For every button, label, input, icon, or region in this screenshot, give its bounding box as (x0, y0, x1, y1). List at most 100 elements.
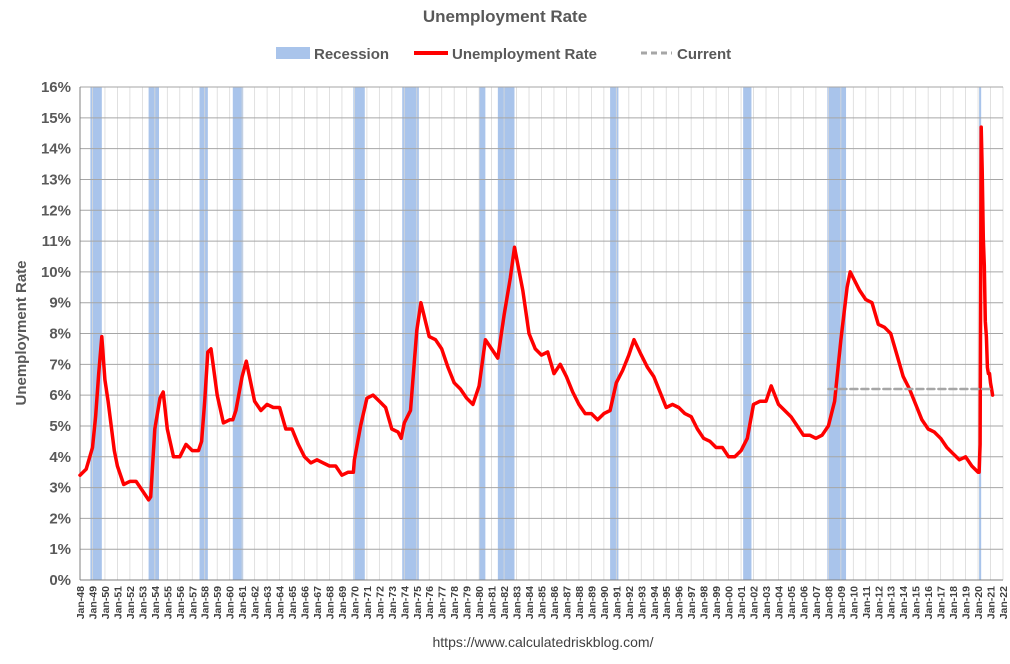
x-tick-label: Jan-86 (549, 586, 561, 619)
x-tick-label: Jan-85 (537, 586, 549, 619)
grid (79, 86, 1004, 581)
x-tick-label: Jan-21 (986, 586, 998, 619)
x-tick-label: Jan-20 (973, 586, 985, 619)
series (78, 125, 995, 502)
x-tick-label: Jan-94 (649, 586, 661, 619)
x-tick-label: Jan-72 (374, 586, 386, 619)
x-tick-label: Jan-14 (898, 586, 910, 619)
x-tick-label: Jan-76 (424, 586, 436, 619)
x-tick-label: Jan-52 (125, 586, 137, 619)
x-tick-label: Jan-09 (836, 586, 848, 619)
x-tick-label: Jan-10 (848, 586, 860, 619)
x-tick-label: Jan-13 (886, 586, 898, 619)
x-tick-label: Jan-54 (150, 586, 162, 619)
source-url: https://www.calculatedriskblog.com/ (433, 634, 654, 650)
x-tick-label: Jan-93 (636, 586, 648, 619)
x-tick-label: Jan-71 (362, 586, 374, 619)
x-tick-label: Jan-60 (225, 586, 237, 619)
x-tick-label: Jan-22 (998, 586, 1010, 619)
y-tick-label: 7% (49, 356, 71, 373)
y-tick-label: 15% (41, 110, 71, 127)
x-tick-label: Jan-68 (325, 586, 337, 619)
y-tick-labels: 0% 1% 2% 3% 4% 5% 6% 7% 8% 9% 10% 11% 12% 13% 14% 15% 16… (41, 79, 71, 589)
legend-swatch-recession (276, 47, 310, 59)
y-tick-label: 10% (41, 264, 71, 281)
x-tick-label: Jan-51 (112, 586, 124, 619)
x-tick-label: Jan-58 (200, 586, 212, 619)
legend-label-current: Current (677, 46, 731, 63)
x-tick-label: Jan-18 (948, 586, 960, 619)
x-tick-label: Jan-50 (100, 586, 112, 619)
x-tick-label: Jan-69 (337, 586, 349, 619)
y-tick-label: 13% (41, 171, 71, 188)
x-tick-label: Jan-00 (724, 586, 736, 619)
x-tick-label: Jan-81 (487, 586, 499, 619)
y-tick-label: 12% (41, 202, 71, 219)
legend-label-unemployment-rate: Unemployment Rate (452, 46, 597, 63)
y-axis-label: Unemployment Rate (13, 260, 30, 405)
y-tick-label: 1% (49, 541, 71, 558)
x-tick-label: Jan-89 (586, 586, 598, 619)
x-tick-label: Jan-01 (736, 586, 748, 619)
series-line-unemployment-rate (78, 125, 995, 502)
y-tick-label: 8% (49, 326, 71, 343)
x-tick-label: Jan-19 (961, 586, 973, 619)
x-tick-label: Jan-97 (686, 586, 698, 619)
x-tick-label: Jan-70 (349, 586, 361, 619)
y-tick-label: 16% (41, 79, 71, 96)
x-tick-label: Jan-61 (237, 586, 249, 619)
x-tick-label: Jan-98 (699, 586, 711, 619)
x-tick-label: Jan-56 (175, 586, 187, 619)
x-tick-labels: Jan-48 Jan-49 Jan-50 Jan-51 Jan-52 Jan-53 Jan-… (75, 586, 1010, 620)
x-tick-label: Jan-65 (287, 586, 299, 619)
x-tick-label: Jan-62 (250, 586, 262, 619)
x-tick-label: Jan-67 (312, 586, 324, 619)
x-tick-label: Jan-77 (437, 586, 449, 619)
x-tick-label: Jan-48 (75, 586, 87, 619)
x-tick-label: Jan-49 (88, 586, 100, 619)
x-tick-label: Jan-99 (711, 586, 723, 619)
y-tick-label: 14% (41, 141, 71, 158)
x-tick-label: Jan-80 (474, 586, 486, 619)
x-tick-label: Jan-12 (873, 586, 885, 619)
x-tick-label: Jan-06 (798, 586, 810, 619)
legend-label-recession: Recession (314, 46, 389, 63)
x-tick-label: Jan-16 (923, 586, 935, 619)
x-tick-label: Jan-91 (611, 586, 623, 619)
y-tick-label: 4% (49, 449, 71, 466)
legend: Recession Unemployment Rate Current (276, 46, 731, 63)
x-tick-label: Jan-53 (137, 586, 149, 619)
x-tick-label: Jan-04 (774, 586, 786, 619)
x-tick-label: Jan-84 (524, 586, 536, 619)
y-tick-label: 3% (49, 480, 71, 497)
y-tick-label: 0% (49, 572, 71, 589)
x-tick-label: Jan-66 (300, 586, 312, 619)
x-tick-label: Jan-55 (162, 586, 174, 619)
x-tick-label: Jan-82 (499, 586, 511, 619)
x-tick-label: Jan-88 (574, 586, 586, 619)
x-tick-label: Jan-07 (811, 586, 823, 619)
x-tick-label: Jan-95 (661, 586, 673, 619)
y-tick-label: 5% (49, 418, 71, 435)
chart-title: Unemployment Rate (423, 7, 587, 26)
x-tick-label: Jan-57 (187, 586, 199, 619)
x-tick-label: Jan-78 (449, 586, 461, 619)
x-tick-label: Jan-05 (786, 586, 798, 619)
x-tick-label: Jan-90 (599, 586, 611, 619)
x-tick-label: Jan-74 (399, 586, 411, 619)
y-tick-label: 11% (42, 233, 71, 250)
x-tick-label: Jan-75 (412, 586, 424, 619)
x-tick-label: Jan-15 (911, 586, 923, 619)
x-tick-label: Jan-17 (936, 586, 948, 619)
x-tick-label: Jan-83 (512, 586, 524, 619)
y-tick-label: 9% (49, 295, 71, 312)
x-tick-label: Jan-08 (823, 586, 835, 619)
x-tick-label: Jan-03 (761, 586, 773, 619)
x-tick-label: Jan-73 (387, 586, 399, 619)
x-tick-label: Jan-64 (275, 586, 287, 619)
y-tick-label: 2% (49, 510, 71, 527)
x-tick-label: Jan-92 (624, 586, 636, 619)
x-tick-label: Jan-87 (561, 586, 573, 619)
y-tick-label: 6% (49, 387, 71, 404)
